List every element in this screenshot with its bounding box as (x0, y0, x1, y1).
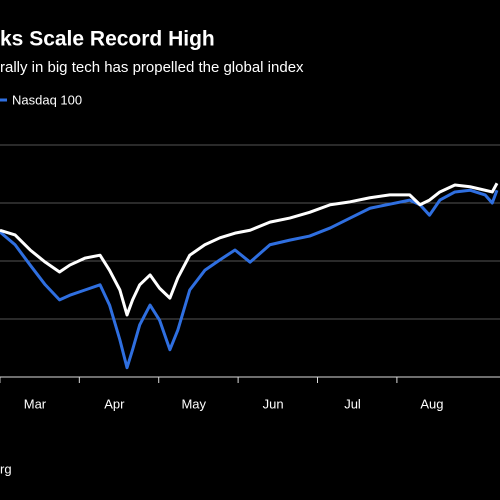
source: rg (0, 461, 12, 476)
chart-subtitle: rally in big tech has propelled the glob… (0, 59, 304, 76)
x-tick-label: Jul (344, 396, 361, 411)
chart-title: ks Scale Record High (0, 28, 215, 51)
series-line (0, 188, 499, 370)
x-tick-label: Apr (104, 396, 125, 411)
series-line (0, 182, 499, 317)
legend-label: Nasdaq 100 (12, 92, 82, 107)
x-tick-label: May (181, 396, 206, 411)
x-tick-label: Jun (263, 396, 284, 411)
x-tick-label: Mar (24, 396, 47, 411)
x-tick-label: Aug (420, 396, 443, 411)
